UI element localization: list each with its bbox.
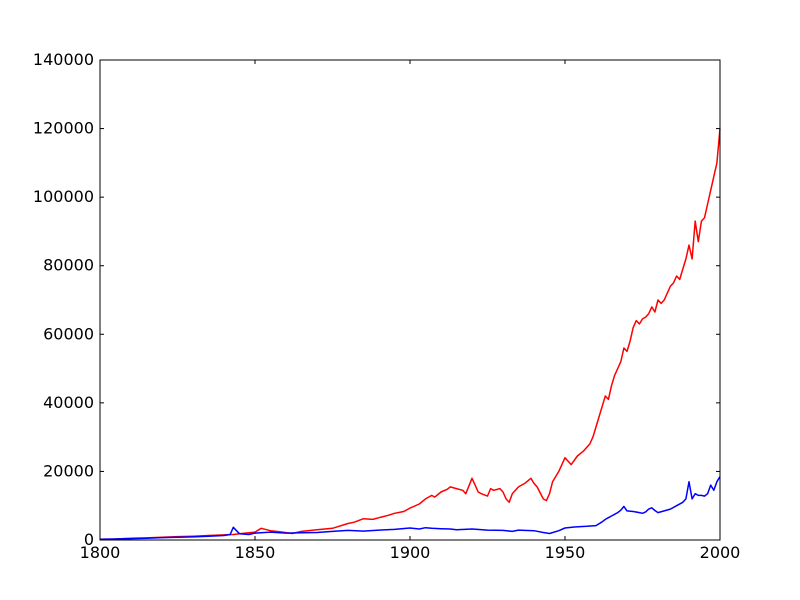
x-tick-label: 1900 (390, 543, 431, 562)
x-tick-label: 1800 (80, 543, 121, 562)
y-tick-label: 60000 (43, 324, 94, 343)
y-tick-label: 20000 (43, 461, 94, 480)
y-tick-label: 140000 (33, 50, 94, 69)
x-axis: 1800 1850 1900 1950 2000 (80, 60, 741, 562)
y-tick-label: 100000 (33, 187, 94, 206)
y-tick-label: 0 (84, 530, 94, 549)
series-line-2 (99, 476, 721, 541)
series-line-1 (99, 128, 721, 541)
y-tick-label: 120000 (33, 119, 94, 138)
x-tick-label: 2000 (700, 543, 741, 562)
series-layer (99, 128, 721, 541)
x-tick-label: 1950 (545, 543, 586, 562)
plot-area (100, 60, 720, 540)
y-tick-label: 40000 (43, 393, 94, 412)
x-tick-label: 1850 (235, 543, 276, 562)
y-tick-label: 80000 (43, 256, 94, 275)
y-axis: 0 20000 40000 60000 80000 100000 120000 … (33, 50, 720, 549)
